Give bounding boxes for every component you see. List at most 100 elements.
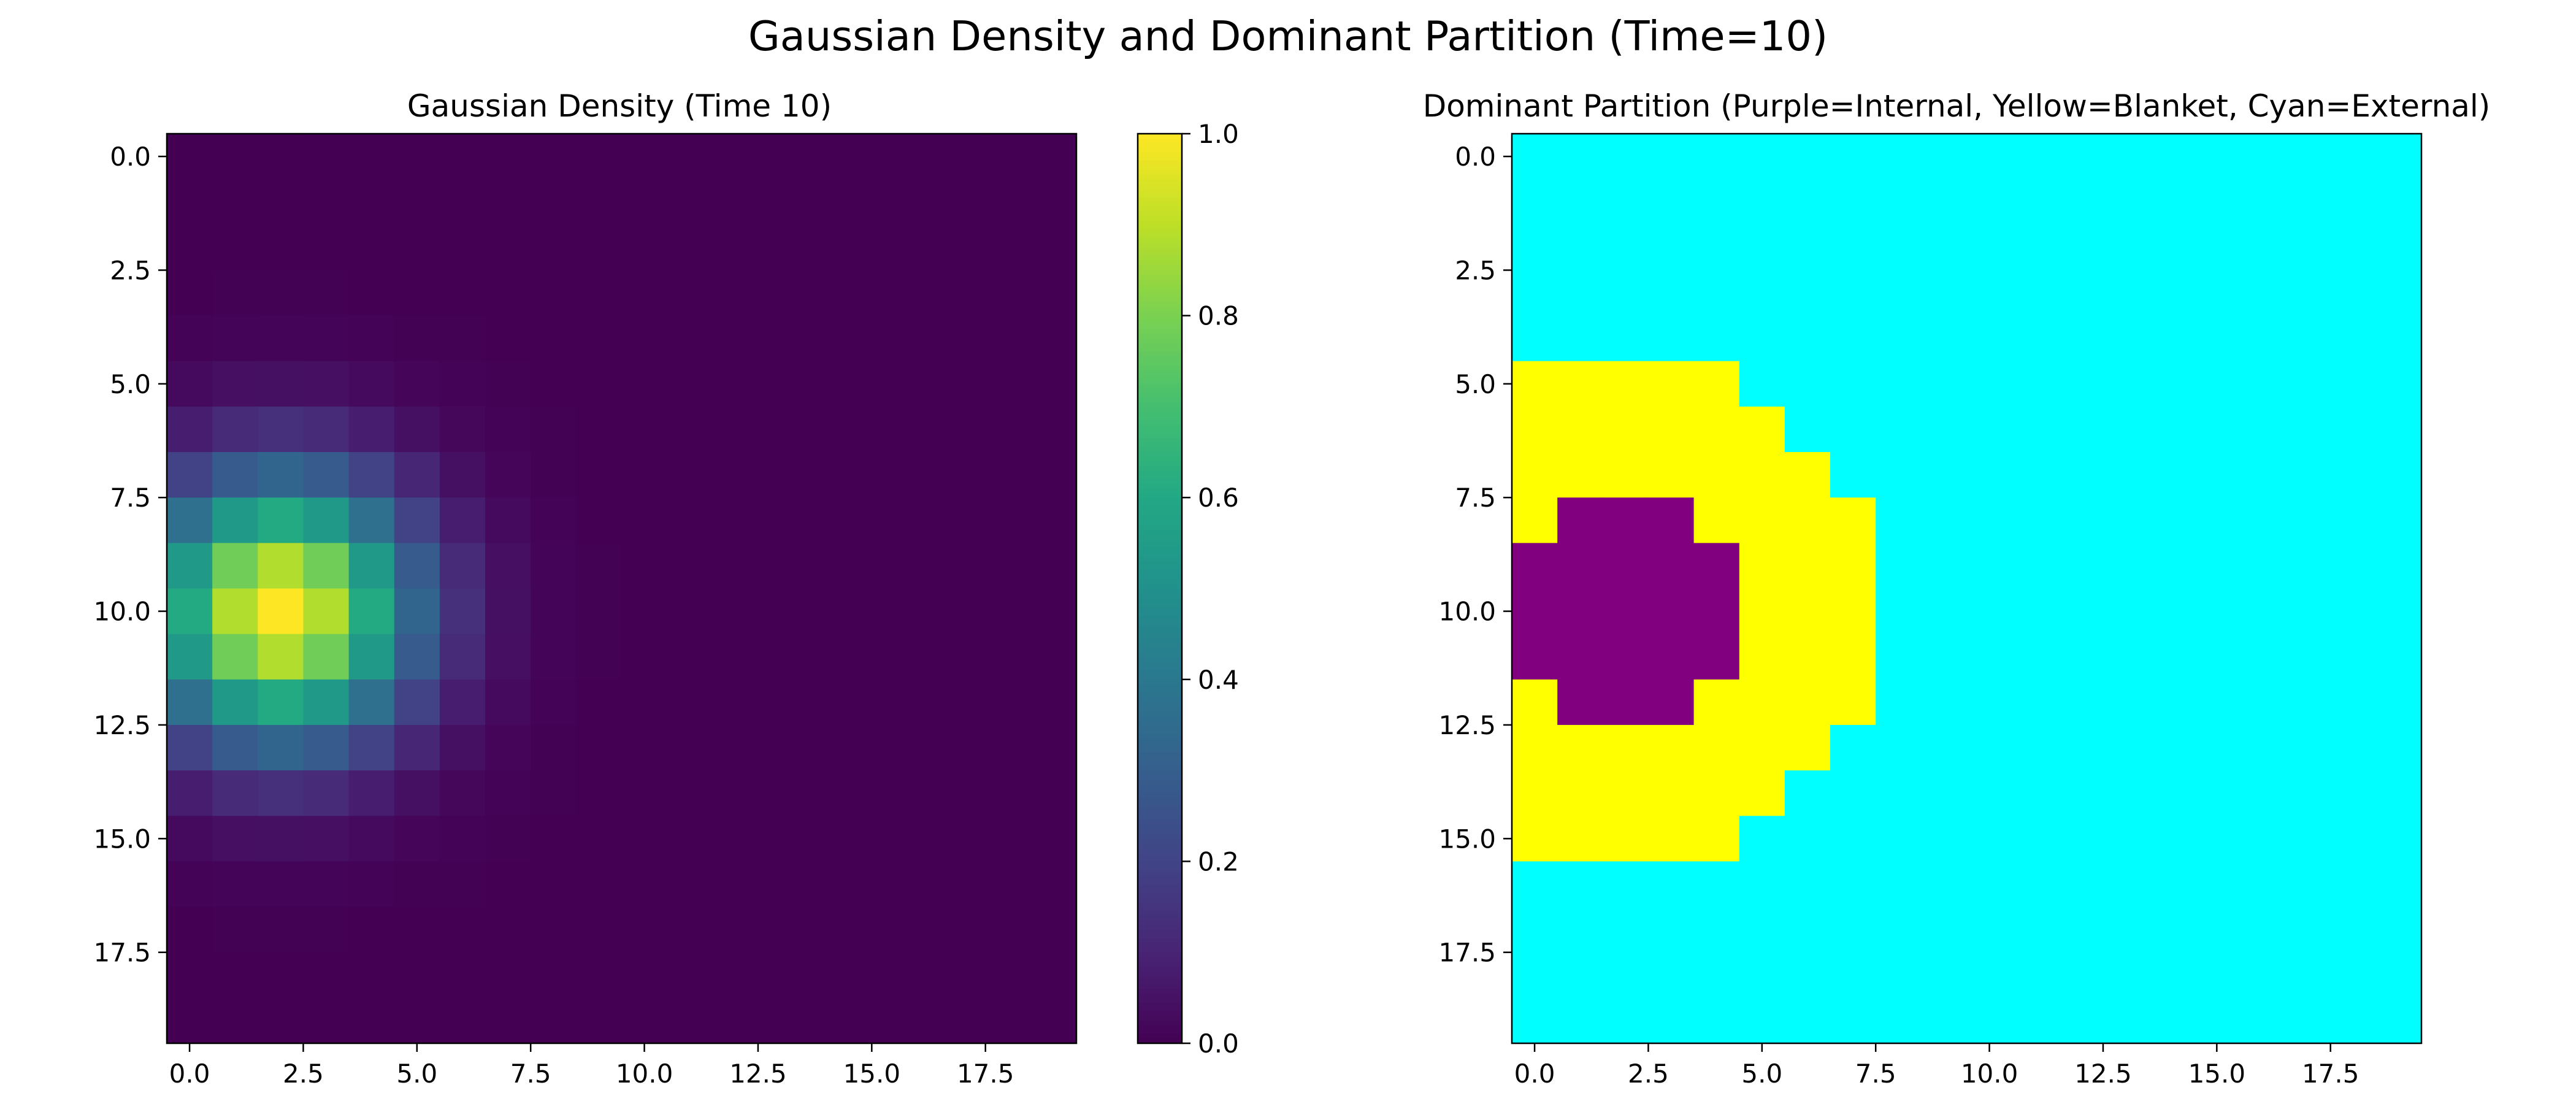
partition-cell xyxy=(1557,588,1603,635)
density-cell xyxy=(940,315,986,362)
partition-cell xyxy=(2330,952,2377,999)
colorbar-segment xyxy=(1138,206,1182,212)
partition-cell xyxy=(2103,770,2149,816)
partition-cell xyxy=(2194,907,2240,953)
colorbar-segment xyxy=(1138,315,1182,321)
density-cell xyxy=(394,406,440,453)
partition-cell xyxy=(1739,724,1785,771)
density-cell xyxy=(757,315,804,362)
partition-cell xyxy=(1603,588,1649,635)
partition-cell xyxy=(1921,634,1968,680)
partition-cell xyxy=(2057,861,2104,908)
partition-cell xyxy=(2285,724,2331,771)
partition-x-tick-label: 0.0 xyxy=(1514,1059,1555,1089)
density-cell xyxy=(894,907,941,953)
density-cell xyxy=(439,724,486,771)
partition-cell xyxy=(1830,361,1876,407)
partition-y-tick-label: 2.5 xyxy=(1455,255,1496,285)
partition-cell xyxy=(1966,952,2013,999)
colorbar-segment xyxy=(1138,470,1182,475)
colorbar-segment xyxy=(1138,738,1182,744)
partition-cell xyxy=(1739,997,1785,1044)
density-cell xyxy=(985,816,1032,862)
density-cell xyxy=(803,406,849,453)
density-cell xyxy=(303,861,350,908)
partition-y-tick-label: 12.5 xyxy=(1438,710,1496,740)
density-cell xyxy=(394,270,440,316)
partition-cell xyxy=(1739,543,1785,589)
partition-cell xyxy=(2330,861,2377,908)
density-cell xyxy=(212,997,258,1044)
colorbar-segment xyxy=(1138,183,1182,189)
partition-cell xyxy=(1830,315,1876,362)
partition-cell xyxy=(1693,907,1740,953)
colorbar-segment xyxy=(1138,515,1182,521)
colorbar-segment xyxy=(1138,843,1182,848)
colorbar-segment xyxy=(1138,707,1182,712)
partition-cell xyxy=(1966,770,2013,816)
partition-cell xyxy=(1512,543,1558,589)
partition-cell xyxy=(2149,952,2195,999)
colorbar-segment xyxy=(1138,256,1182,262)
density-cell xyxy=(531,861,577,908)
density-cell xyxy=(212,134,258,180)
partition-cell xyxy=(2057,224,2104,271)
density-cell xyxy=(531,270,577,316)
partition-cell xyxy=(2057,543,2104,589)
partition-cell xyxy=(1603,315,1649,362)
partition-cell xyxy=(1784,543,1831,589)
density-cell xyxy=(1030,907,1077,953)
density-cell xyxy=(1030,452,1077,498)
partition-y-tick-label: 17.5 xyxy=(1438,938,1496,968)
density-cell xyxy=(849,270,895,316)
density-cell xyxy=(485,543,531,589)
density-cell xyxy=(803,224,849,271)
density-cell xyxy=(167,134,213,180)
partition-cell xyxy=(1648,952,1695,999)
density-cell xyxy=(667,406,713,453)
colorbar-segment xyxy=(1138,975,1182,980)
partition-cell xyxy=(2149,270,2195,316)
partition-cell xyxy=(2285,770,2331,816)
partition-cell xyxy=(1739,816,1785,862)
partition-cell xyxy=(2012,724,2058,771)
colorbar-segment xyxy=(1138,302,1182,307)
colorbar-segment xyxy=(1138,743,1182,748)
partition-cell xyxy=(1784,452,1831,498)
density-cell xyxy=(303,361,350,407)
density-cell xyxy=(849,543,895,589)
partition-cell xyxy=(1603,134,1649,180)
partition-cell xyxy=(2149,134,2195,180)
partition-cell xyxy=(1784,588,1831,635)
density-cell xyxy=(712,634,759,680)
colorbar-segment xyxy=(1138,638,1182,644)
partition-cell xyxy=(1784,952,1831,999)
partition-cell xyxy=(2239,816,2286,862)
density-cell xyxy=(212,543,258,589)
partition-cell xyxy=(1966,679,2013,726)
partition-cell xyxy=(2239,997,2286,1044)
density-cell xyxy=(258,406,304,453)
density-cell xyxy=(303,997,350,1044)
colorbar-segment xyxy=(1138,1006,1182,1012)
density-cell xyxy=(576,361,623,407)
density-cell xyxy=(757,543,804,589)
density-cell xyxy=(849,770,895,816)
partition-cell xyxy=(2103,907,2149,953)
partition-cell xyxy=(2149,770,2195,816)
colorbar-segment xyxy=(1138,220,1182,225)
colorbar-segment xyxy=(1138,634,1182,639)
density-cell xyxy=(258,770,304,816)
partition-cell xyxy=(2057,588,2104,635)
density-cell xyxy=(212,224,258,271)
partition-cell xyxy=(1557,179,1603,225)
density-cell xyxy=(712,315,759,362)
partition-cell xyxy=(2103,179,2149,225)
colorbar-segment xyxy=(1138,415,1182,421)
density-cell xyxy=(485,588,531,635)
density-cell xyxy=(348,452,395,498)
partition-cell xyxy=(2057,816,2104,862)
partition-cell xyxy=(2012,588,2058,635)
density-cell xyxy=(940,497,986,543)
colorbar-segment xyxy=(1138,361,1182,366)
